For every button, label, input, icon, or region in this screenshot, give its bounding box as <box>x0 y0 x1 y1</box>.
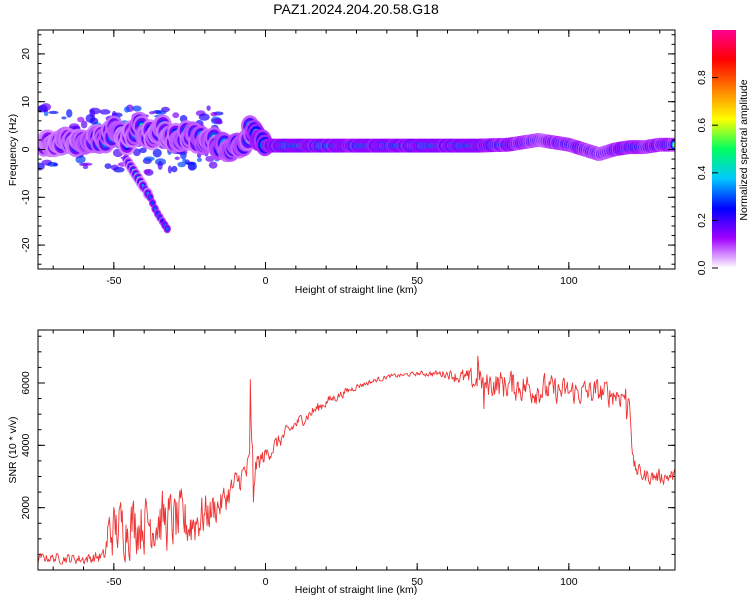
spectrogram-noise <box>208 161 218 169</box>
colorbar-tick-label: 0.2 <box>696 213 708 228</box>
colorbar-ticks: 0.0 0.2 0.4 0.6 0.8 <box>696 70 718 275</box>
spectrogram-noise <box>82 162 93 166</box>
spectrogram-noise <box>104 163 112 170</box>
snr-series-line <box>38 355 675 565</box>
colorbar: 0.0 0.2 0.4 0.6 0.8 Normalized spectral ampl… <box>696 30 750 275</box>
x-tick-label: 100 <box>560 576 578 588</box>
x-tick-label: 50 <box>411 275 423 287</box>
snr-ylabel: SNR (10 * v/v) <box>7 416 19 483</box>
spectrogram-noise <box>149 111 155 115</box>
x-tick-label: 0 <box>263 576 269 588</box>
snr-panel: -50 0 50 100 2000 4000 6000 Height of straight… <box>7 329 676 596</box>
colorbar-tick-label: 0.6 <box>696 118 708 133</box>
spectrogram-noise <box>99 109 111 115</box>
spectrogram-noise <box>187 161 197 171</box>
spectrogram-noise <box>48 110 59 115</box>
spectrogram-noise <box>61 116 67 120</box>
x-tick-label: 0 <box>263 275 269 287</box>
y-tick-label: 4000 <box>20 433 32 457</box>
snr-frame <box>37 329 676 571</box>
colorbar-tick-label: 0.4 <box>696 165 708 180</box>
spectrogram-noise <box>77 116 85 123</box>
spectrogram-noise <box>132 148 141 157</box>
spectrogram-noise <box>155 110 167 115</box>
spectrogram-noise <box>132 105 142 112</box>
spectrogram-frame <box>37 29 676 270</box>
spectrogram-noise <box>143 156 155 162</box>
spectrogram-noise <box>38 104 48 113</box>
colorbar-tick-label: 0.0 <box>696 261 708 276</box>
y-tick-label: 6000 <box>20 371 32 395</box>
x-tick-label: 50 <box>411 576 423 588</box>
snr-xlabel: Height of straight line (km) <box>295 584 418 596</box>
spectrogram-panel: -50 0 50 100 -20 -10 0 10 20 Height of straight … <box>7 29 676 296</box>
spectrogram-xlabel: Height of straight line (km) <box>295 284 418 296</box>
colorbar-tick-label: 0.8 <box>696 70 708 85</box>
x-tick-label: -50 <box>106 275 121 287</box>
spectrogram-noise <box>68 123 80 131</box>
spectrogram-noise <box>110 164 119 171</box>
spectrogram-noise <box>124 106 130 113</box>
spectrogram-ylabel: Frequency (Hz) <box>7 114 19 186</box>
spectrogram-noise <box>196 157 202 163</box>
spectrogram-noise <box>47 161 58 167</box>
spectrogram-noise <box>210 112 218 117</box>
spectrogram-noise <box>38 162 45 171</box>
spectrogram-cell <box>148 195 152 200</box>
spectrogram-noise <box>171 165 178 173</box>
spectrogram-cell <box>151 201 155 205</box>
y-tick-label: 0 <box>20 146 32 152</box>
spectrogram-cell <box>165 227 169 231</box>
spectrogram-noise <box>174 156 180 161</box>
figure-title: PAZ1.2024.204.20.58.G18 <box>273 1 439 17</box>
spectrogram-noise <box>167 165 173 174</box>
colorbar-label: Normalized spectral amplitude <box>738 79 750 220</box>
x-tick-label: -50 <box>106 576 121 588</box>
y-tick-label: 10 <box>20 96 32 108</box>
spectrogram-noise <box>172 112 180 119</box>
x-tick-label: 100 <box>560 275 578 287</box>
y-tick-label: 20 <box>20 48 32 60</box>
spectrogram-noise <box>216 120 223 125</box>
spectrogram-noise <box>206 105 211 111</box>
y-tick-label: 2000 <box>20 496 32 520</box>
spectrogram-noise <box>66 108 73 118</box>
spectrogram-noise <box>157 160 163 170</box>
spectrogram-noise <box>139 147 147 154</box>
spectrogram-noise <box>82 165 89 170</box>
spectrogram-noise <box>89 108 96 118</box>
spectrogram-noise <box>177 161 186 168</box>
spectrogram-noise <box>198 113 210 121</box>
spectrogram-heatmap <box>38 103 675 234</box>
y-tick-label: -10 <box>20 190 32 205</box>
spectrogram-axes: -50 0 50 100 -20 -10 0 10 20 <box>20 30 675 287</box>
colorbar-gradient <box>712 30 736 268</box>
spectrogram-noise <box>80 120 88 129</box>
spectrogram-cell <box>672 142 675 147</box>
spectrogram-noise <box>143 169 151 175</box>
spectrogram-noise <box>152 148 162 158</box>
spectrogram-noise <box>182 158 187 163</box>
y-tick-label: -20 <box>20 237 32 252</box>
snr-axes: -50 0 50 100 2000 4000 6000 <box>20 330 675 588</box>
